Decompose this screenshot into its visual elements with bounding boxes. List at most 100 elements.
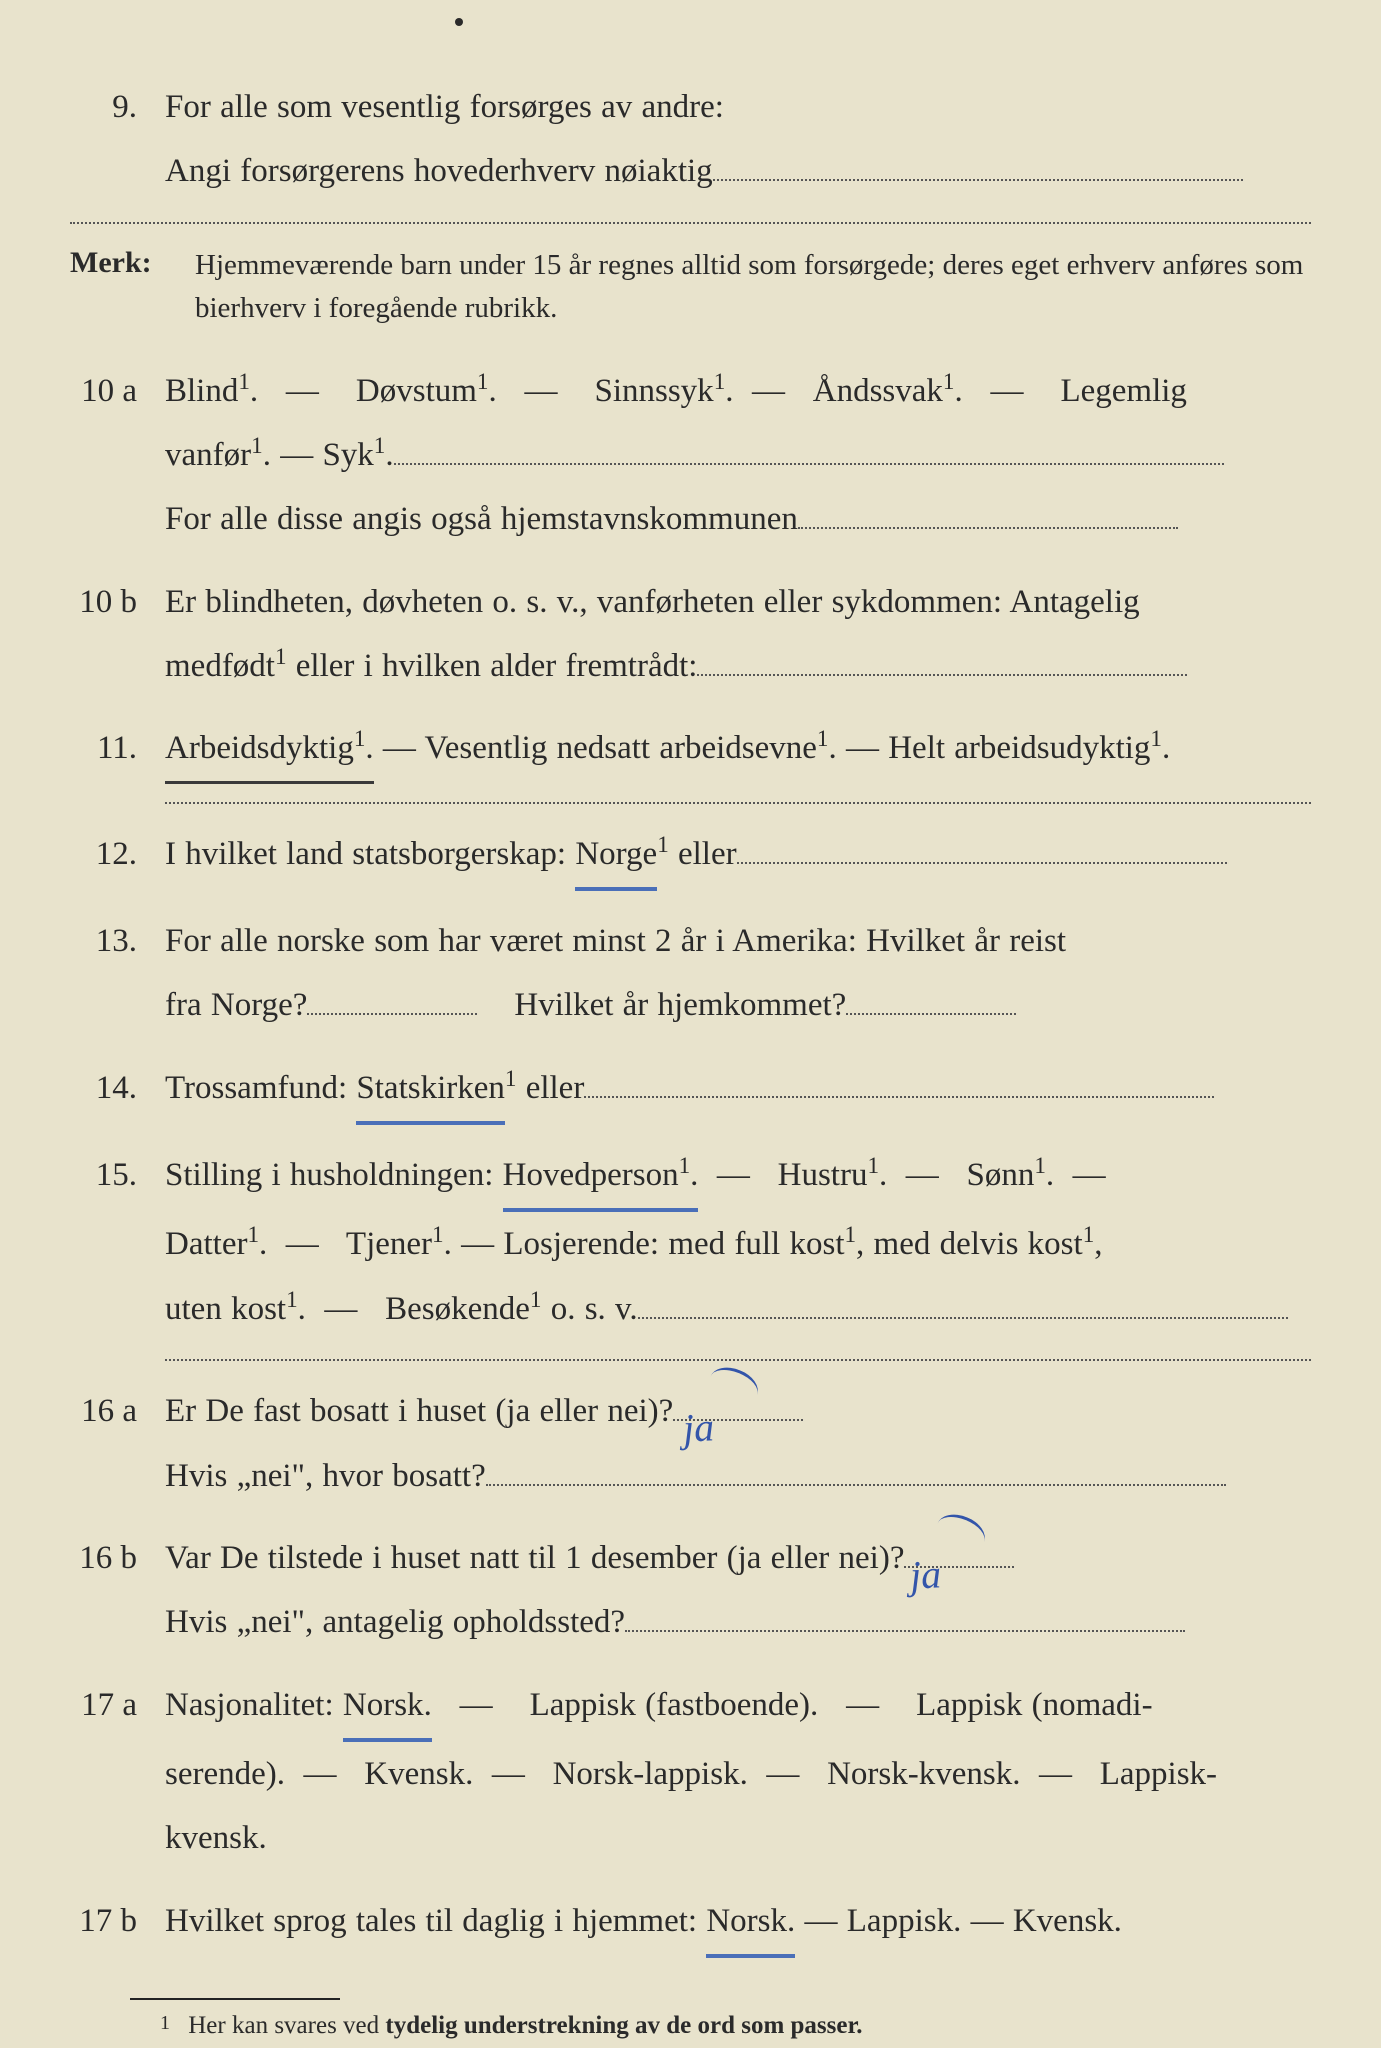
opt-hovedperson-selected[interactable]: Hovedperson1. [503, 1143, 699, 1212]
opt-kvensk[interactable]: Kvensk. [364, 1756, 473, 1792]
q16a-number: 16 a [70, 1379, 165, 1508]
stray-dot [455, 18, 463, 26]
opt-hustru[interactable]: Hustru1. [778, 1157, 888, 1193]
q10b-line1: Er blindheten, døvheten o. s. v., vanfør… [165, 584, 1140, 620]
merk-text: Hjemmeværende barn under 15 år regnes al… [195, 244, 1311, 331]
q12-number: 12. [70, 822, 165, 891]
q10a-number: 10 a [70, 359, 165, 552]
opt-lappisk-kvensk1[interactable]: Lappisk- [1100, 1756, 1217, 1792]
note-merk: Merk: Hjemmeværende barn under 15 år reg… [70, 244, 1311, 331]
q15-content: Stilling i husholdningen: Hovedperson1. … [165, 1143, 1311, 1341]
question-13: 13. For alle norske som har været minst … [70, 909, 1311, 1038]
question-17a: 17 a Nasjonalitet: Norsk. — Lappisk (fas… [70, 1673, 1311, 1871]
q10b-number: 10 b [70, 570, 165, 699]
fill-line[interactable] [697, 674, 1187, 676]
q17b-number: 17 b [70, 1889, 165, 1958]
fill-line[interactable] [625, 1630, 1185, 1632]
fill-line[interactable] [846, 1013, 1016, 1015]
opt-blind[interactable]: Blind1. [165, 373, 258, 409]
opt-kvensk-lang[interactable]: Kvensk. [1013, 1903, 1122, 1939]
fill-line-full[interactable] [165, 802, 1311, 804]
q15-t3[interactable]: , med delvis kost1, [856, 1226, 1102, 1262]
q12-t1: I hvilket land statsborgerskap: [165, 836, 575, 872]
q9-number: 9. [70, 75, 165, 204]
fill-line[interactable] [486, 1484, 1226, 1486]
answer-16a[interactable]: ja [673, 1419, 803, 1421]
handwritten-ja: ja [681, 1388, 716, 1468]
opt-statskirken-selected[interactable]: Statskirken [356, 1056, 504, 1125]
q10a-line3: For alle disse angis også hjemstavnskomm… [165, 501, 798, 537]
q13-number: 13. [70, 909, 165, 1038]
footnote: 1 Her kan svares ved tydelig understrekn… [160, 2012, 1311, 2040]
q12-content: I hvilket land statsborgerskap: Norge1 e… [165, 822, 1311, 891]
fill-line[interactable] [737, 862, 1227, 864]
opt-legemlig: Legemlig [1060, 373, 1186, 409]
question-14: 14. Trossamfund: Statskirken1 eller [70, 1056, 1311, 1125]
opt-sonn[interactable]: Sønn1. [967, 1157, 1055, 1193]
q11-content: Arbeidsdyktig1. — Vesentlig nedsatt arbe… [165, 716, 1311, 783]
fill-line-full[interactable] [165, 1359, 1311, 1361]
opt-tjener[interactable]: Tjener1. [346, 1226, 452, 1262]
question-10a: 10 a Blind1. — Døvstum1. — Sinnssyk1. — … [70, 359, 1311, 552]
question-10b: 10 b Er blindheten, døvheten o. s. v., v… [70, 570, 1311, 699]
q16a-t2: Hvis „nei", hvor bosatt? [165, 1458, 486, 1494]
q13-line1: For alle norske som har været minst 2 år… [165, 923, 1066, 959]
q12-t2: eller [678, 836, 737, 872]
fill-line[interactable] [713, 179, 1243, 181]
fill-line[interactable] [798, 527, 1178, 529]
q16a-t1: Er De fast bosatt i huset (ja eller nei)… [165, 1393, 673, 1429]
opt-lappisk-nomad1[interactable]: Lappisk (nomadi- [916, 1687, 1153, 1723]
opt-medfodt[interactable]: medfødt1 [165, 648, 287, 684]
q10b-t2: eller i hvilken alder fremtrådt: [287, 648, 698, 684]
q17b-t1: Hvilket sprog tales til daglig i hjemmet… [165, 1903, 706, 1939]
answer-16b[interactable]: ja [904, 1566, 1014, 1568]
footnote-bold: tydelig understrekning av de ord som pas… [385, 2012, 862, 2039]
q16b-content: Var De tilstede i huset natt til 1 desem… [165, 1526, 1311, 1655]
q16a-content: Er De fast bosatt i huset (ja eller nei)… [165, 1379, 1311, 1508]
opt-fullkost[interactable]: Losjerende: med full kost1 [503, 1226, 856, 1262]
q10b-content: Er blindheten, døvheten o. s. v., vanfør… [165, 570, 1311, 699]
fill-line[interactable] [584, 1096, 1214, 1098]
q13-t1: fra Norge? [165, 987, 307, 1023]
opt-andssvak[interactable]: Åndssvak1. [813, 373, 963, 409]
opt-nedsatt[interactable]: Vesentlig nedsatt arbeidsevne1. [425, 730, 837, 766]
opt-vanfor[interactable]: vanfør1. [165, 437, 271, 473]
footnote-rule [130, 1998, 340, 2000]
fill-line[interactable] [394, 463, 1224, 465]
q16b-number: 16 b [70, 1526, 165, 1655]
opt-lappisk-nomad2[interactable]: serende). [165, 1756, 285, 1792]
opt-norsk-selected[interactable]: Norsk. [343, 1673, 432, 1742]
q9-content: For alle som vesentlig forsørges av andr… [165, 75, 1311, 204]
opt-syk[interactable]: Syk1. [322, 437, 393, 473]
fill-line-full[interactable] [70, 222, 1311, 224]
opt-datter[interactable]: Datter1. [165, 1226, 267, 1262]
opt-utenkost[interactable]: uten kost1. [165, 1291, 306, 1327]
opt-besokende[interactable]: Besøkende1 [385, 1291, 541, 1327]
opt-udyktig[interactable]: Helt arbeidsudyktig1. [888, 730, 1170, 766]
fill-line[interactable] [638, 1317, 1288, 1319]
opt-norsk-lang-selected[interactable]: Norsk. [706, 1889, 795, 1958]
fill-line[interactable] [307, 1013, 477, 1015]
q15-number: 15. [70, 1143, 165, 1341]
opt-lappisk-fast[interactable]: Lappisk (fastboende). [530, 1687, 819, 1723]
q15-t6: o. s. v. [541, 1291, 637, 1327]
q10a-content: Blind1. — Døvstum1. — Sinnssyk1. — Åndss… [165, 359, 1311, 552]
q14-content: Trossamfund: Statskirken1 eller [165, 1056, 1311, 1125]
question-15: 15. Stilling i husholdningen: Hovedperso… [70, 1143, 1311, 1341]
opt-norsk-kvensk[interactable]: Norsk-kvensk. [827, 1756, 1020, 1792]
q14-t2: eller [526, 1070, 585, 1106]
opt-lappisk-lang[interactable]: Lappisk. [847, 1903, 962, 1939]
opt-sinnssyk[interactable]: Sinnssyk1. [594, 373, 733, 409]
opt-lappisk-kvensk2[interactable]: kvensk. [165, 1820, 267, 1856]
q16b-t1: Var De tilstede i huset natt til 1 desem… [165, 1540, 904, 1576]
opt-dovstum[interactable]: Døvstum1. [356, 373, 497, 409]
q16b-t2: Hvis „nei", antagelig opholdssted? [165, 1604, 625, 1640]
opt-norsk-lappisk[interactable]: Norsk-lappisk. [553, 1756, 748, 1792]
question-11: 11. Arbeidsdyktig1. — Vesentlig nedsatt … [70, 716, 1311, 783]
opt-arbeidsdyktig-selected[interactable]: Arbeidsdyktig1. [165, 716, 374, 783]
question-9: 9. For alle som vesentlig forsørges av a… [70, 75, 1311, 204]
q17a-content: Nasjonalitet: Norsk. — Lappisk (fastboen… [165, 1673, 1311, 1871]
merk-label: Merk: [70, 244, 195, 280]
opt-norge-selected[interactable]: Norge [575, 822, 657, 891]
q13-content: For alle norske som har været minst 2 år… [165, 909, 1311, 1038]
